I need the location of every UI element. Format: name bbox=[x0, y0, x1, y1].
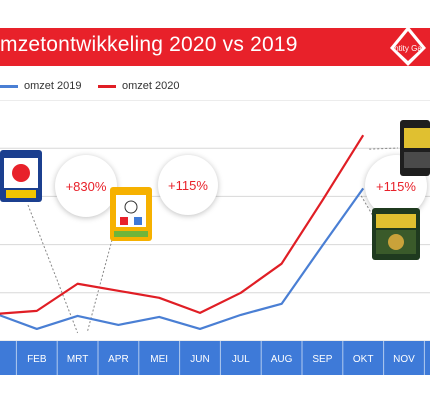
x-axis-labels: FEB MRT APR MEI JUN JUL AUG SEP OKT NOV bbox=[15, 341, 425, 375]
growth-badge-left: +830% bbox=[55, 155, 117, 217]
chart-legend: omzet 2019 omzet 2020 bbox=[0, 80, 430, 100]
series-line-2019 bbox=[0, 187, 365, 331]
chart-title: mzetontwikkeling 2020 vs 2019 bbox=[0, 33, 298, 56]
x-tick-label: OKT bbox=[353, 354, 374, 365]
x-tick-label: SEP bbox=[312, 354, 332, 365]
x-tick-label: JUL bbox=[232, 354, 250, 365]
x-tick-label: JUN bbox=[190, 354, 209, 365]
product-box-left bbox=[0, 148, 46, 204]
title-bar: mzetontwikkeling 2020 vs 2019 ntity Ga bbox=[0, 26, 430, 66]
x-axis-bar bbox=[0, 341, 430, 375]
product-box-right-bottom bbox=[370, 206, 422, 262]
legend-label-2019: omzet 2019 bbox=[24, 80, 82, 92]
x-tick-label: MRT bbox=[67, 354, 88, 365]
logo-text: ntity Ga bbox=[394, 44, 422, 53]
legend-swatch-2020 bbox=[98, 84, 116, 88]
growth-badge-middle: +115% bbox=[158, 155, 218, 215]
annotation-leader-lines bbox=[27, 147, 399, 334]
legend-item-2019: omzet 2019 bbox=[0, 80, 81, 92]
leader-line bbox=[27, 204, 79, 334]
leader-line bbox=[369, 147, 399, 150]
brand-logo: ntity Ga bbox=[390, 26, 426, 66]
x-tick-label: FEB bbox=[27, 354, 47, 365]
series-lines bbox=[0, 134, 365, 331]
legend-swatch-2019 bbox=[0, 84, 18, 88]
legend-item-2020: omzet 2020 bbox=[98, 80, 179, 92]
series-line-2020 bbox=[0, 134, 365, 315]
product-box-middle bbox=[108, 185, 156, 243]
leader-line bbox=[358, 192, 381, 229]
legend-label-2020: omzet 2020 bbox=[122, 80, 180, 92]
x-tick-label: NOV bbox=[393, 354, 415, 365]
product-box-right-top bbox=[398, 118, 430, 178]
x-tick-label: APR bbox=[108, 354, 129, 365]
x-tick-label: MEI bbox=[150, 354, 168, 365]
x-tick-label: AUG bbox=[271, 354, 293, 365]
